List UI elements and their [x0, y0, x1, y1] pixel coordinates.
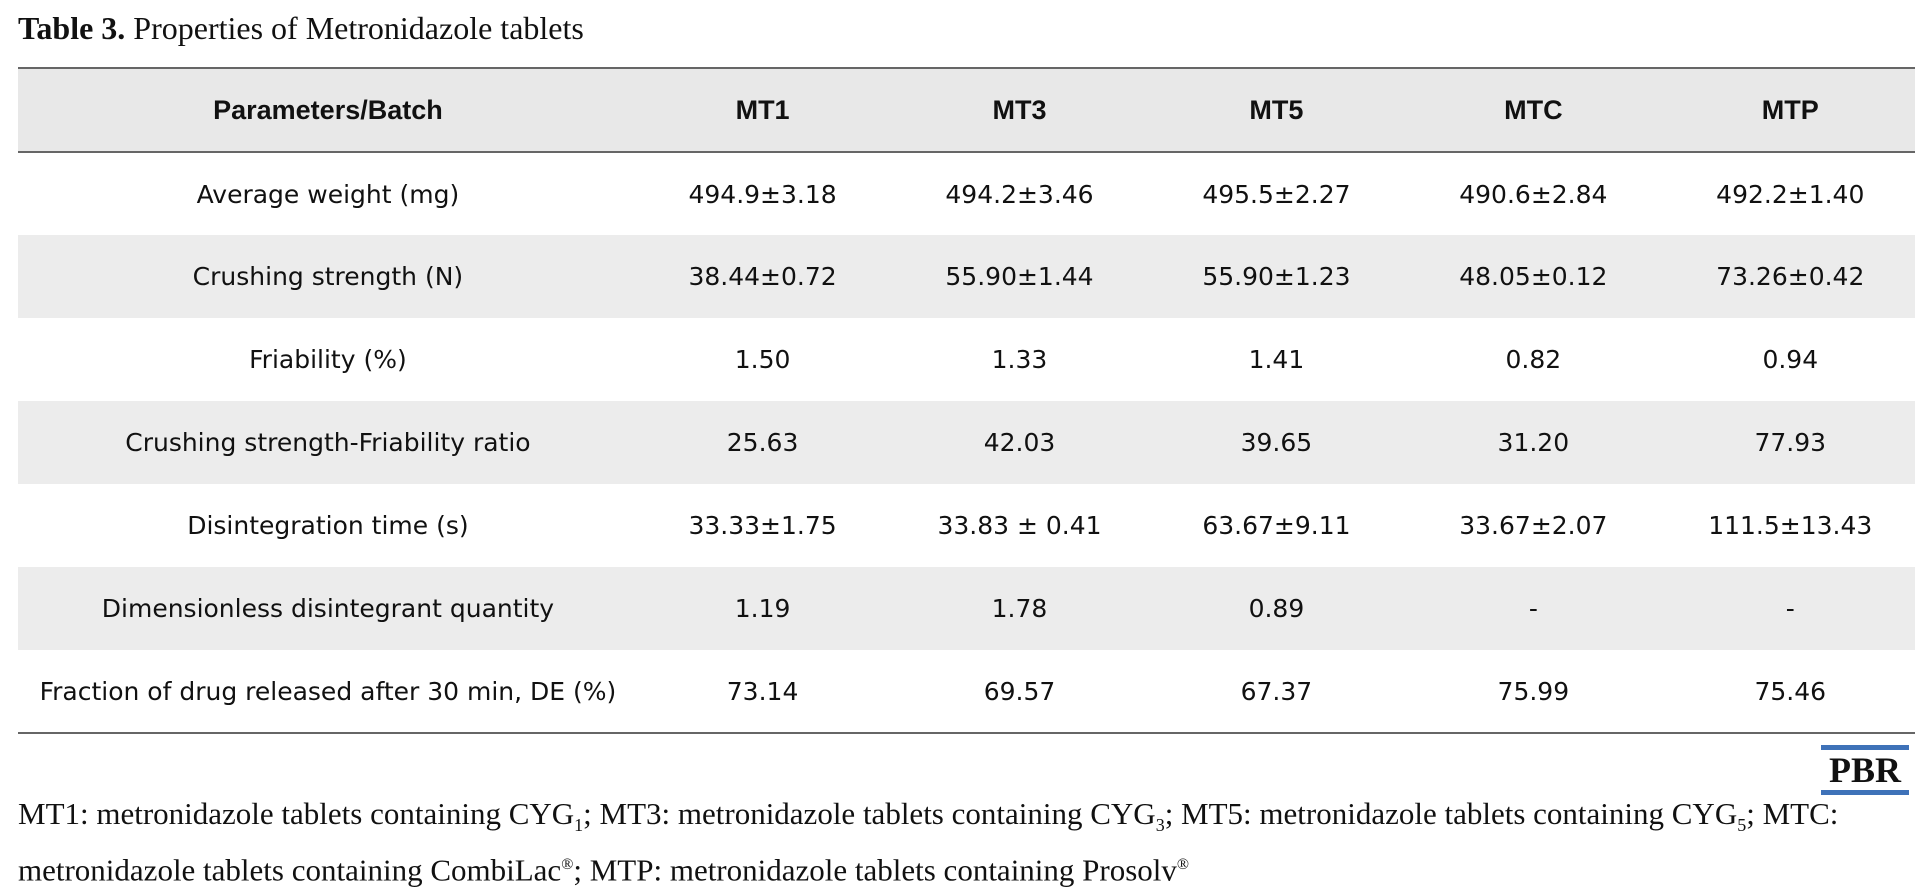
footnote-text: MT1: metronidazole tablets containing CY…: [18, 796, 575, 831]
table-cell: 69.57: [887, 650, 1152, 734]
table-title: Properties of Metronidazole tablets: [133, 10, 584, 46]
table-cell: 63.67±9.11: [1202, 511, 1351, 540]
table-cell: 38.44±0.72: [688, 262, 837, 291]
table-cell: 67.37: [1151, 650, 1402, 734]
table-cell: 1.33: [991, 345, 1048, 374]
pbr-logo: PBR: [1821, 745, 1909, 795]
header-mt1: MT1: [637, 67, 888, 153]
table-row: Dimensionless disintegrant quantity 1.19…: [18, 567, 1915, 650]
table-cell: 0.94: [1762, 345, 1819, 374]
table-cell: 55.90±1.23: [1202, 262, 1351, 291]
table-row: Crushing strength (N) 38.44±0.72 55.90±1…: [18, 235, 1915, 318]
row-label: Crushing strength (N): [192, 262, 464, 291]
table-cell: 39.65: [1240, 428, 1313, 457]
table-cell: 1.50: [734, 345, 791, 374]
table-row: Friability (%) 1.50 1.33 1.41 0.82 0.94: [18, 318, 1915, 401]
header-mt5: MT5: [1151, 67, 1402, 153]
table-cell: 0.82: [1505, 345, 1562, 374]
footnote-text: ; MT3: metronidazole tablets containing …: [583, 796, 1156, 831]
table-cell: 73.14: [637, 650, 888, 734]
row-label: Average weight (mg): [196, 179, 460, 209]
table-cell: 492.2±1.40: [1716, 179, 1865, 209]
table-cell: 33.33±1.75: [688, 511, 837, 540]
table-cell: 494.2±3.46: [945, 179, 1094, 209]
table-cell: 494.9±3.18: [688, 179, 837, 209]
table-cell: 77.93: [1754, 428, 1827, 457]
footnote-text: ; MT5: metronidazole tablets containing …: [1164, 796, 1738, 831]
table-cell: 75.46: [1665, 650, 1915, 734]
header-mtp: MTP: [1665, 67, 1915, 153]
table-cell: 1.78: [991, 594, 1048, 623]
row-label: Friability (%): [249, 345, 407, 374]
registered-mark: ®: [561, 856, 574, 874]
footnote-subscript: 5: [1737, 815, 1747, 836]
table-cell: 1.19: [734, 594, 791, 623]
row-label: Crushing strength-Friability ratio: [125, 428, 531, 457]
table-cell: -: [1528, 594, 1538, 623]
table-cell: 31.20: [1497, 428, 1570, 457]
table-caption: Table 3. Properties of Metronidazole tab…: [18, 6, 584, 50]
row-label: Dimensionless disintegrant quantity: [101, 594, 555, 623]
table-cell: 33.83 ± 0.41: [937, 511, 1102, 540]
footnote-text: ; MTC: metronidazole tablets containing …: [18, 796, 1839, 888]
footnote-subscript: 1: [574, 815, 584, 836]
table-cell: 33.67±2.07: [1459, 511, 1608, 540]
table-row: Disintegration time (s) 33.33±1.75 33.83…: [18, 484, 1915, 567]
table-cell: 25.63: [726, 428, 799, 457]
table-cell: 73.26±0.42: [1716, 262, 1865, 291]
footnote-subscript: 3: [1155, 815, 1165, 836]
table-row: Crushing strength-Friability ratio 25.63…: [18, 401, 1915, 484]
footnote-text: ; MTP: metronidazole tablets containing …: [573, 852, 1177, 888]
header-mtc: MTC: [1401, 67, 1666, 153]
table-cell: 1.41: [1248, 345, 1305, 374]
table-cell: 48.05±0.12: [1459, 262, 1608, 291]
header-parameters: Parameters/Batch: [18, 67, 638, 153]
registered-mark: ®: [1176, 856, 1190, 874]
row-label: Disintegration time (s): [187, 511, 469, 540]
header-row: Parameters/Batch MT1 MT3 MT5 MTC MTP: [18, 67, 1915, 153]
table-cell: 42.03: [983, 428, 1056, 457]
header-mt3: MT3: [887, 67, 1152, 153]
table-cell: 490.6±2.84: [1459, 179, 1608, 209]
table-cell: 111.5±13.43: [1708, 511, 1873, 540]
row-label: Fraction of drug released after 30 min, …: [18, 650, 638, 734]
table-row: Average weight (mg) 494.9±3.18 494.2±3.4…: [18, 152, 1915, 235]
table-cell: 0.89: [1248, 594, 1305, 623]
table-cell: 75.99: [1401, 650, 1666, 734]
properties-table: Parameters/Batch MT1 MT3 MT5 MTC MTP Ave…: [18, 67, 1915, 734]
table-cell: -: [1785, 594, 1795, 623]
table-cell: 495.5±2.27: [1202, 179, 1351, 209]
table-row: Fraction of drug released after 30 min, …: [18, 650, 1915, 734]
table-label: Table 3.: [18, 10, 126, 46]
table-footnote: MT1: metronidazole tablets containing CY…: [18, 794, 1898, 891]
table-cell: 55.90±1.44: [945, 262, 1094, 291]
